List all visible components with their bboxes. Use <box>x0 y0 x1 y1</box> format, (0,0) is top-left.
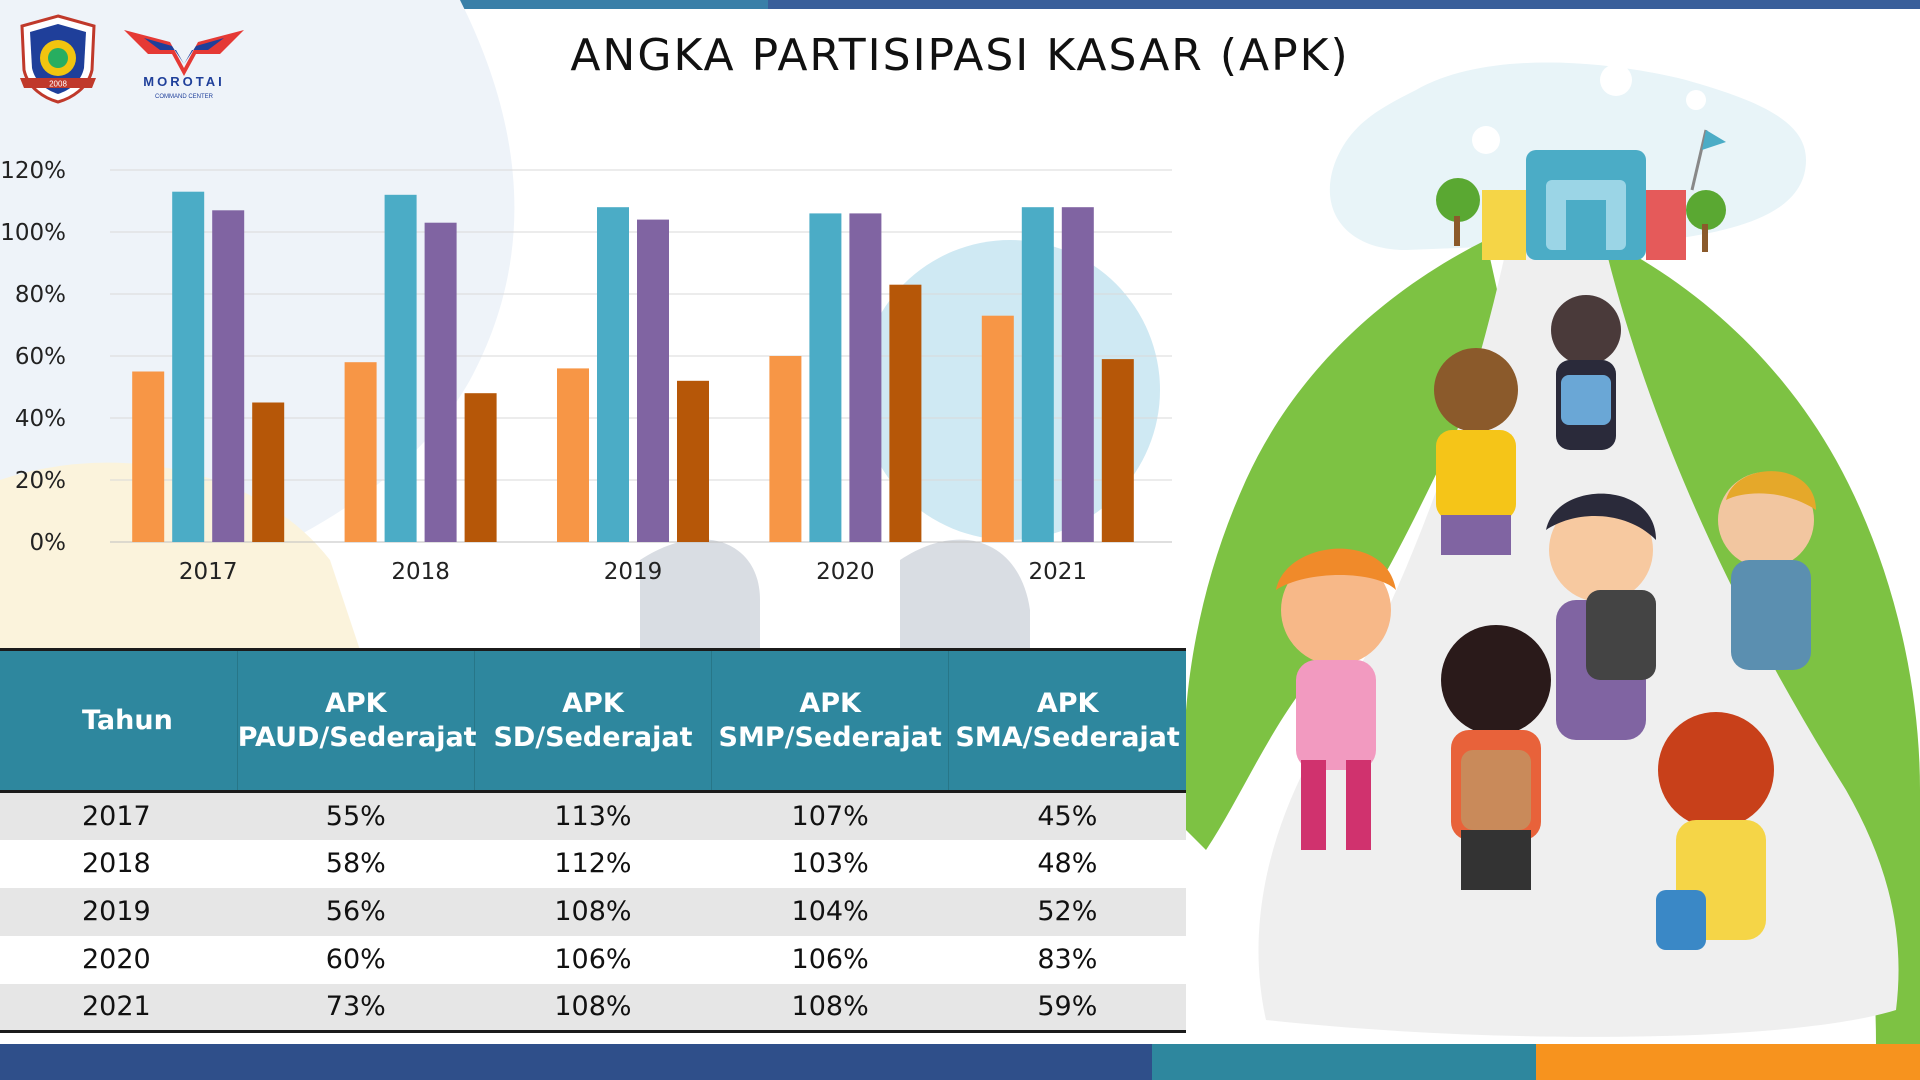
bar-sma-2020 <box>889 284 922 542</box>
bar-smp-2021 <box>1061 207 1094 542</box>
bar-sd-2017 <box>172 191 205 542</box>
morotai-logo-name: MOROTAI <box>143 74 224 89</box>
table-cell: 56% <box>237 887 475 936</box>
bar-smp-2019 <box>637 219 669 542</box>
header-smp: APK SMP/Sederajat <box>711 648 950 793</box>
x-tick-label: 2019 <box>604 559 663 585</box>
y-tick-label: 20% <box>15 468 66 494</box>
table-cell: 106% <box>711 935 949 984</box>
header-sma: APK SMA/Sederajat <box>948 648 1186 793</box>
table-cell: 48% <box>948 839 1186 888</box>
y-tick-label: 120% <box>0 158 66 184</box>
table-row: 2019 56% 108% 104% 52% <box>0 887 1186 936</box>
bottom-color-strip <box>0 1044 1920 1080</box>
table-row: 2018 58% 112% 103% 48% <box>0 839 1186 888</box>
bar-sma-2018 <box>464 393 497 542</box>
bar-sma-2021 <box>1101 359 1134 542</box>
child-figure <box>1656 712 1774 950</box>
header-label: PAUD/Sederajat <box>237 721 477 753</box>
table-cell: 108% <box>474 887 712 936</box>
child-figure <box>1441 625 1551 890</box>
regency-seal-logo: 2008 <box>20 14 96 104</box>
bar-paud-2019 <box>557 368 589 542</box>
header-tahun: Tahun <box>0 648 238 793</box>
table-cell: 108% <box>474 983 712 1033</box>
morotai-command-center-logo: MOROTAI COMMAND CENTER <box>124 30 244 100</box>
seal-year: 2008 <box>49 80 67 89</box>
bar-sd-2018 <box>384 194 417 543</box>
y-tick-label: 60% <box>15 344 66 370</box>
bar-paud-2020 <box>769 356 802 542</box>
y-tick-label: 100% <box>0 220 66 246</box>
apk-table: Tahun APK PAUD/Sederajat APK SD/Sederajat … <box>0 648 1186 1033</box>
table-cell: 83% <box>948 935 1186 984</box>
table-cell: 2017 <box>0 791 238 840</box>
table-cell: 73% <box>237 983 475 1033</box>
bar-sma-2017 <box>252 402 285 542</box>
children-going-to-school-illustration <box>1186 62 1920 1044</box>
bar-paud-2017 <box>132 371 165 542</box>
x-tick-label: 2021 <box>1029 559 1088 585</box>
x-tick-label: 2017 <box>179 559 238 585</box>
header-paud: APK PAUD/Sederajat <box>237 648 477 793</box>
table-row: 2017 55% 113% 107% 45% <box>0 791 1186 840</box>
table-cell: 2019 <box>0 887 238 936</box>
bar-paud-2018 <box>344 362 377 542</box>
table-cell: 106% <box>474 935 712 984</box>
table-cell: 52% <box>948 887 1186 936</box>
table-cell: 112% <box>474 839 712 888</box>
header-label: SD/Sederajat <box>493 721 693 753</box>
table-cell: 2021 <box>0 983 238 1033</box>
x-tick-label: 2018 <box>391 559 450 585</box>
bar-sd-2019 <box>597 207 629 542</box>
bar-sd-2020 <box>809 213 842 542</box>
y-tick-label: 80% <box>15 282 66 308</box>
bar-smp-2017 <box>212 210 245 543</box>
header-label: SMP/Sederajat <box>718 721 942 753</box>
table-cell: 60% <box>237 935 475 984</box>
y-tick-label: 40% <box>15 406 66 432</box>
table-cell: 59% <box>948 983 1186 1033</box>
bar-smp-2018 <box>424 222 457 542</box>
x-tick-label: 2020 <box>816 559 875 585</box>
morotai-logo-sub: COMMAND CENTER <box>155 94 214 100</box>
table-cell: 104% <box>711 887 949 936</box>
bar-sd-2021 <box>1021 207 1054 542</box>
apk-bar-chart: 0% 20% 40% 60% 80% 100% 120% 2017 2018 2019 2020 20… <box>0 158 1172 585</box>
page-title: ANGKA PARTISIPASI KASAR (APK) <box>570 30 1350 81</box>
y-tick-label: 0% <box>30 530 67 556</box>
child-figure <box>1434 348 1518 555</box>
header-label: APK <box>1036 687 1099 719</box>
header-label: APK <box>324 687 387 719</box>
header-label: APK <box>562 687 624 719</box>
table-cell: 2018 <box>0 839 238 888</box>
header-label: APK <box>799 687 861 719</box>
table-cell: 45% <box>948 791 1186 840</box>
header-sd: APK SD/Sederajat <box>474 648 713 793</box>
table-cell: 55% <box>237 791 475 840</box>
table-header-row: Tahun APK PAUD/Sederajat APK SD/Sederajat … <box>0 648 1186 793</box>
table-cell: 107% <box>711 791 949 840</box>
table-cell: 108% <box>711 983 949 1033</box>
child-figure <box>1718 471 1816 670</box>
bar-paud-2021 <box>981 315 1014 542</box>
child-figure <box>1546 493 1656 740</box>
header-label: SMA/Sederajat <box>955 721 1180 753</box>
table-cell: 113% <box>474 791 712 840</box>
bar-sma-2019 <box>677 380 709 542</box>
bar-smp-2020 <box>849 213 882 542</box>
child-figure <box>1276 548 1396 850</box>
table-row: 2021 73% 108% 108% 59% <box>0 983 1186 1033</box>
child-figure <box>1551 295 1621 450</box>
table-row: 2020 60% 106% 106% 83% <box>0 935 1186 984</box>
table-cell: 2020 <box>0 935 238 984</box>
table-cell: 103% <box>711 839 949 888</box>
header-label: Tahun <box>82 704 173 736</box>
table-cell: 58% <box>237 839 475 888</box>
